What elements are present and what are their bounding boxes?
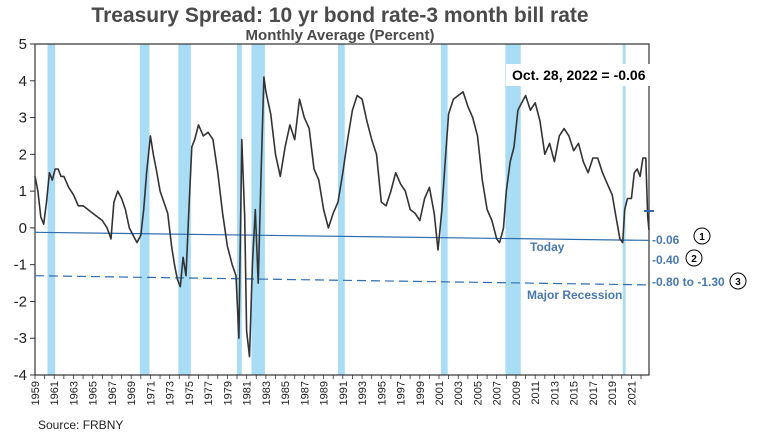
plot-frame — [34, 43, 650, 376]
x-tick-label: 1977 — [203, 381, 215, 405]
level-2-badge — [685, 249, 703, 267]
x-tick-label: 1997 — [396, 381, 408, 405]
recession-band-4 — [251, 44, 265, 375]
x-tick-label: 1999 — [415, 381, 427, 405]
x-tick-label: 2001 — [434, 381, 446, 405]
x-tick-label: 2003 — [453, 381, 465, 405]
recession-bands — [47, 44, 626, 375]
y-tick-label: 0 — [19, 220, 27, 237]
level-3-badge — [729, 272, 747, 290]
y-tick-label: -1 — [14, 257, 27, 274]
x-tick-label: 1979 — [222, 381, 234, 405]
y-tick-label: 2 — [19, 146, 27, 163]
x-tick-label: 1967 — [107, 381, 119, 405]
x-axis-ticks: 1959 1961 1963 1965 1967 1969 1971 1973 1975 1977… — [30, 375, 642, 405]
chart-subtitle: Monthly Average (Percent) — [246, 27, 435, 44]
recession-threshold-line — [34, 275, 650, 286]
x-tick-label: 1995 — [376, 381, 388, 405]
major-recession-label: Major Recession — [527, 288, 622, 302]
x-tick-label: 2007 — [492, 381, 504, 405]
recession-band-6 — [440, 44, 448, 375]
recession-band-2 — [178, 44, 191, 375]
x-tick-label: 1965 — [88, 381, 100, 405]
x-tick-label: 2009 — [511, 381, 523, 405]
x-tick-label: 1993 — [357, 381, 369, 405]
y-tick-label: -4 — [14, 367, 27, 384]
y-tick-label: -2 — [14, 293, 27, 310]
recession-band-5 — [338, 44, 345, 375]
spread-series-line — [34, 76, 650, 358]
level-1-value: -0.06 — [652, 233, 680, 247]
x-tick-label: 1985 — [280, 381, 292, 405]
recession-band-3 — [237, 44, 242, 375]
callout-text: Oct. 28, 2022 = -0.06 — [512, 67, 646, 83]
y-tick-label: 3 — [19, 110, 27, 127]
x-tick-label: 1963 — [68, 381, 80, 405]
x-tick-label: 1973 — [165, 381, 177, 405]
recession-band-0 — [47, 44, 56, 375]
x-tick-label: 1975 — [184, 381, 196, 405]
today-trend-line — [34, 231, 650, 241]
level-3-value: -0.80 to -1.30 — [652, 275, 725, 289]
level-2-value: -0.40 — [652, 253, 680, 267]
x-tick-label: 2021 — [626, 381, 638, 405]
y-tick-label: 4 — [19, 73, 27, 90]
level-3-number: 3 — [735, 277, 741, 288]
x-tick-label: 1981 — [242, 381, 254, 405]
y-tick-label: 5 — [19, 36, 27, 53]
recession-band-1 — [139, 44, 150, 375]
x-tick-label: 1961 — [49, 381, 61, 405]
y-tick-label: 1 — [19, 183, 27, 200]
x-tick-label: 1989 — [319, 381, 331, 405]
x-tick-label: 2015 — [569, 381, 581, 405]
x-tick-label: 1969 — [126, 381, 138, 405]
x-tick-label: 1971 — [145, 381, 157, 405]
x-tick-label: 1983 — [261, 381, 273, 405]
level-1-number: 1 — [699, 232, 705, 243]
level-1-badge — [693, 227, 711, 245]
callout-box — [506, 64, 654, 86]
x-tick-label: 2011 — [530, 381, 542, 405]
level-2-number: 2 — [691, 254, 697, 265]
x-tick-label: 1987 — [299, 381, 311, 405]
trend-lines — [34, 231, 650, 286]
y-axis-ticks: -4 -3 -2 -1 0 1 2 3 4 5 — [14, 36, 35, 384]
x-tick-label: 2017 — [588, 381, 600, 405]
x-tick-label: 1991 — [338, 381, 350, 405]
chart-title: Treasury Spread: 10 yr bond rate-3 month… — [91, 4, 588, 27]
source-note: Source: FRBNY — [38, 418, 123, 432]
today-label: Today — [530, 240, 565, 254]
recession-band-7 — [505, 44, 521, 375]
x-tick-label: 1959 — [30, 381, 42, 405]
x-tick-label: 2019 — [607, 381, 619, 405]
y-tick-label: -3 — [14, 330, 27, 347]
x-tick-label: 2005 — [472, 381, 484, 405]
x-tick-label: 2013 — [549, 381, 561, 405]
